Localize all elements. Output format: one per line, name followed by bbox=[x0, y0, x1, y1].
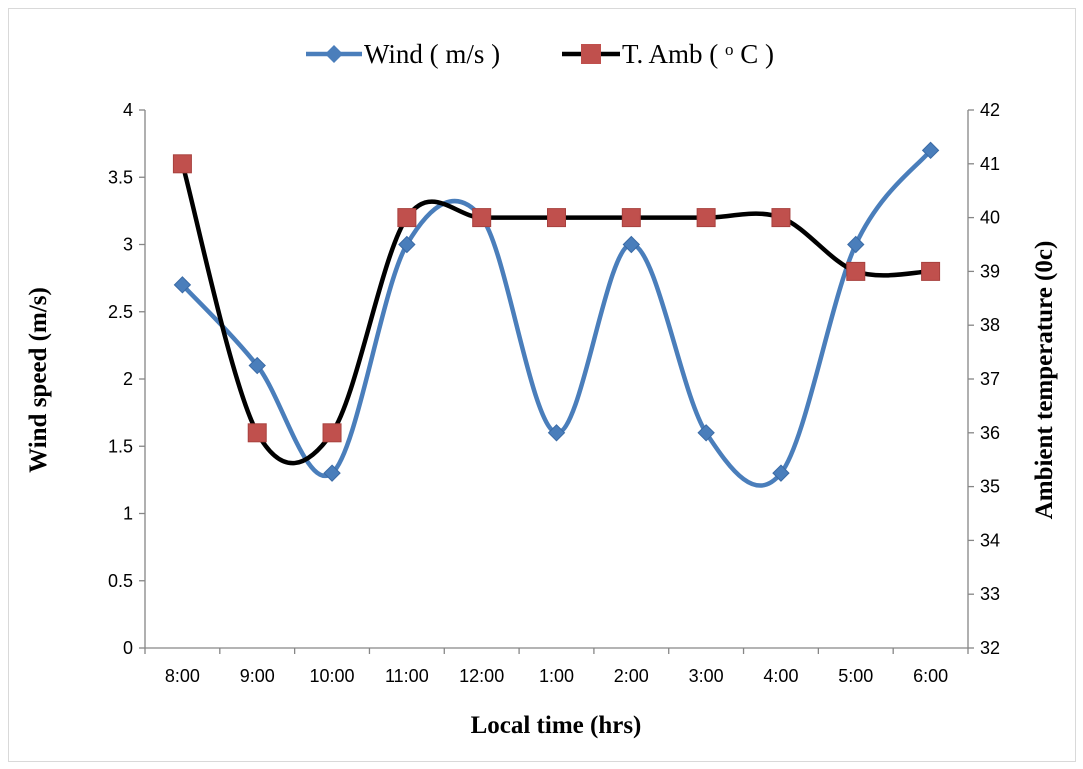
y-tick-label: 0 bbox=[123, 638, 133, 658]
y-tick-label: 4 bbox=[123, 100, 133, 120]
y2-tick-label: 32 bbox=[980, 638, 1000, 658]
wind-point bbox=[323, 464, 341, 482]
y-tick-label: 2 bbox=[123, 369, 133, 389]
y2-tick-label: 41 bbox=[980, 154, 1000, 174]
y-tick-label: 1.5 bbox=[108, 436, 133, 456]
y-tick-label: 2.5 bbox=[108, 302, 133, 322]
y-tick-label: 3 bbox=[123, 235, 133, 255]
x-tick-label: 9:00 bbox=[240, 666, 275, 686]
y2-tick-label: 33 bbox=[980, 584, 1000, 604]
y-tick-label: 1 bbox=[123, 504, 133, 524]
x-tick-label: 8:00 bbox=[165, 666, 200, 686]
series-markers bbox=[172, 141, 941, 482]
x-tick-label: 3:00 bbox=[689, 666, 724, 686]
temperature-point bbox=[472, 208, 492, 228]
x-tick-label: 10:00 bbox=[310, 666, 355, 686]
x-tick-label: 1:00 bbox=[539, 666, 574, 686]
chart-frame bbox=[8, 8, 1076, 762]
wind-point bbox=[173, 276, 192, 294]
x-tick-label: 6:00 bbox=[913, 666, 948, 686]
temperature-point bbox=[397, 208, 417, 228]
x-axis-title: Local time (hrs) bbox=[471, 712, 642, 739]
axes: 0 0.5 1 1.5 2 2.5 3 3.5 4 32 33 34 35 36 37 38 39 40 41 42 8… bbox=[108, 100, 1000, 686]
y-tick-label: 0.5 bbox=[108, 571, 133, 591]
temperature-point bbox=[547, 208, 566, 228]
x-tick-label: 12:00 bbox=[459, 666, 504, 686]
wind-point bbox=[921, 141, 940, 160]
legend-wind-marker bbox=[325, 45, 343, 63]
y2-tick-label: 38 bbox=[980, 315, 1000, 335]
wind-point bbox=[398, 235, 416, 254]
wind-point bbox=[547, 424, 566, 442]
y2-tick-label: 40 bbox=[980, 208, 1000, 228]
wind-point bbox=[622, 235, 641, 254]
temperature-point bbox=[247, 423, 267, 443]
y2-tick-label: 35 bbox=[980, 477, 1000, 497]
legend-wind-label: Wind ( m/s ) bbox=[364, 39, 500, 69]
y2-tick-label: 39 bbox=[980, 261, 1000, 281]
y2-tick-label: 34 bbox=[980, 530, 1000, 550]
temperature-point bbox=[846, 261, 866, 281]
y2-axis-title: Ambient temperature (0c) bbox=[1031, 241, 1058, 520]
legend: Wind ( m/s ) T. Amb ( o C ) bbox=[306, 39, 774, 69]
x-tick-label: 4:00 bbox=[763, 666, 798, 686]
x-tick-label: 5:00 bbox=[838, 666, 873, 686]
y-axis-title: Wind speed (m/s) bbox=[25, 287, 52, 473]
legend-temp-marker bbox=[581, 44, 601, 64]
temperature-point bbox=[921, 261, 941, 281]
wind-point bbox=[772, 464, 790, 482]
y2-tick-label: 42 bbox=[980, 100, 1000, 120]
y2-tick-label: 37 bbox=[980, 369, 1000, 389]
temperature-point bbox=[621, 208, 641, 228]
temperature-point bbox=[172, 154, 192, 174]
temperature-point bbox=[771, 208, 791, 228]
temperature-point bbox=[696, 208, 716, 228]
wind-point bbox=[248, 356, 266, 375]
x-tick-label: 11:00 bbox=[385, 666, 429, 686]
legend-temp-label: T. Amb ( o C ) bbox=[622, 39, 774, 69]
temperature-point bbox=[322, 423, 342, 443]
wind-point bbox=[847, 235, 865, 254]
x-tick-label: 2:00 bbox=[614, 666, 649, 686]
y2-tick-label: 36 bbox=[980, 423, 1000, 443]
wind-point bbox=[697, 424, 715, 442]
y-tick-label: 3.5 bbox=[108, 167, 133, 187]
